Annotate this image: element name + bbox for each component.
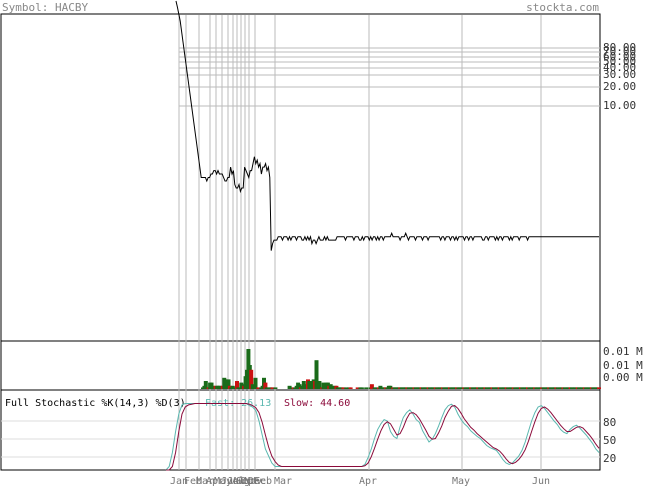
volume-bar <box>369 384 374 389</box>
stochastic-axis: 80 50 20 <box>603 416 616 465</box>
volume-bar <box>289 387 293 389</box>
x-tick-label: Feb <box>184 476 202 486</box>
x-axis: Jan Feb Mar Apr May Jun Jul Aug Sep Oct … <box>170 476 550 486</box>
volume-tick-label: 0.00 M <box>603 371 643 384</box>
volume-bar <box>364 387 369 389</box>
x-tick-label: Jun <box>221 476 239 486</box>
price-tick-label: 40.00 <box>603 61 636 74</box>
price-tick-label: 70.00 <box>603 45 636 58</box>
volume-bar <box>226 379 231 389</box>
x-tick-label: Mar <box>196 476 214 486</box>
price-tick-label: 80.00 <box>603 41 636 54</box>
volume-bar <box>232 387 237 389</box>
volume-bar <box>355 387 360 389</box>
price-tick-label: 20.00 <box>603 80 636 93</box>
price-tick-label: 30.00 <box>603 68 636 81</box>
symbol-label: Symbol: HACBY <box>2 1 88 14</box>
volume-bars <box>201 349 601 389</box>
stoch-tick-label: 20 <box>603 452 616 465</box>
slow-value-label: Slow: 44.60 <box>284 398 350 409</box>
x-tick-label: Jul <box>227 476 245 486</box>
x-tick-label: May <box>214 476 232 486</box>
price-tick-label: 10.00 <box>603 99 636 112</box>
price-axis: 80.00 70.00 60.00 50.00 40.00 30.00 20.0… <box>603 41 636 112</box>
volume-bar <box>210 385 215 389</box>
volume-bar <box>249 369 254 389</box>
volume-panel <box>0 340 601 391</box>
price-line <box>175 0 599 251</box>
volume-bar <box>253 377 258 389</box>
x-tick-label: Oct <box>240 476 258 486</box>
x-tick-label: Mar <box>274 476 292 486</box>
x-tick-label: Sep <box>236 476 254 486</box>
volume-bar <box>256 387 261 389</box>
volume-bar <box>597 387 601 389</box>
x-tick-label: May <box>452 476 470 486</box>
volume-bar <box>203 381 208 389</box>
volume-bar <box>264 387 269 389</box>
x-tick-label: Dec <box>248 476 266 486</box>
volume-bar <box>348 387 353 389</box>
volume-tick-label: 0.01 M <box>603 359 643 372</box>
x-tick-label: Aug <box>232 476 250 486</box>
volume-bar <box>341 387 346 389</box>
stochastic-slow-line <box>166 403 600 471</box>
price-panel <box>0 13 601 342</box>
volume-bar <box>301 381 306 389</box>
x-tick-label: Feb <box>254 476 272 486</box>
volume-bar <box>235 381 239 389</box>
x-tick-label: Jan <box>170 476 188 486</box>
volume-bar <box>270 387 275 389</box>
volume-bar <box>314 360 319 389</box>
volume-tick-label: 0.01 M <box>603 345 643 358</box>
stoch-tick-label: 50 <box>603 434 616 447</box>
grid-lines <box>1 15 600 470</box>
volume-bar <box>263 382 268 389</box>
x-tick-label: Apr <box>206 476 224 486</box>
x-tick-label: Nov <box>244 476 262 486</box>
volume-bar <box>359 387 364 389</box>
series-lines <box>165 0 600 471</box>
x-tick-label: Jun <box>532 476 550 486</box>
volume-bar <box>297 384 302 389</box>
volume-bar <box>317 381 322 389</box>
price-tick-label: 50.00 <box>603 55 636 68</box>
volume-bar <box>374 387 379 389</box>
site-label: stockta.com <box>526 1 599 14</box>
stochastic-title: Full Stochastic %K(14,3) %D(3) <box>5 398 186 409</box>
volume-bar <box>236 387 241 389</box>
volume-bar <box>250 384 255 389</box>
volume-bar <box>273 387 278 389</box>
price-tick-label: 60.00 <box>603 50 636 63</box>
volume-axis: 0.01 M 0.01 M 0.00 M <box>603 345 643 384</box>
x-tick-label: Apr <box>359 476 377 486</box>
stoch-tick-label: 80 <box>603 416 616 429</box>
volume-bar <box>344 387 349 389</box>
